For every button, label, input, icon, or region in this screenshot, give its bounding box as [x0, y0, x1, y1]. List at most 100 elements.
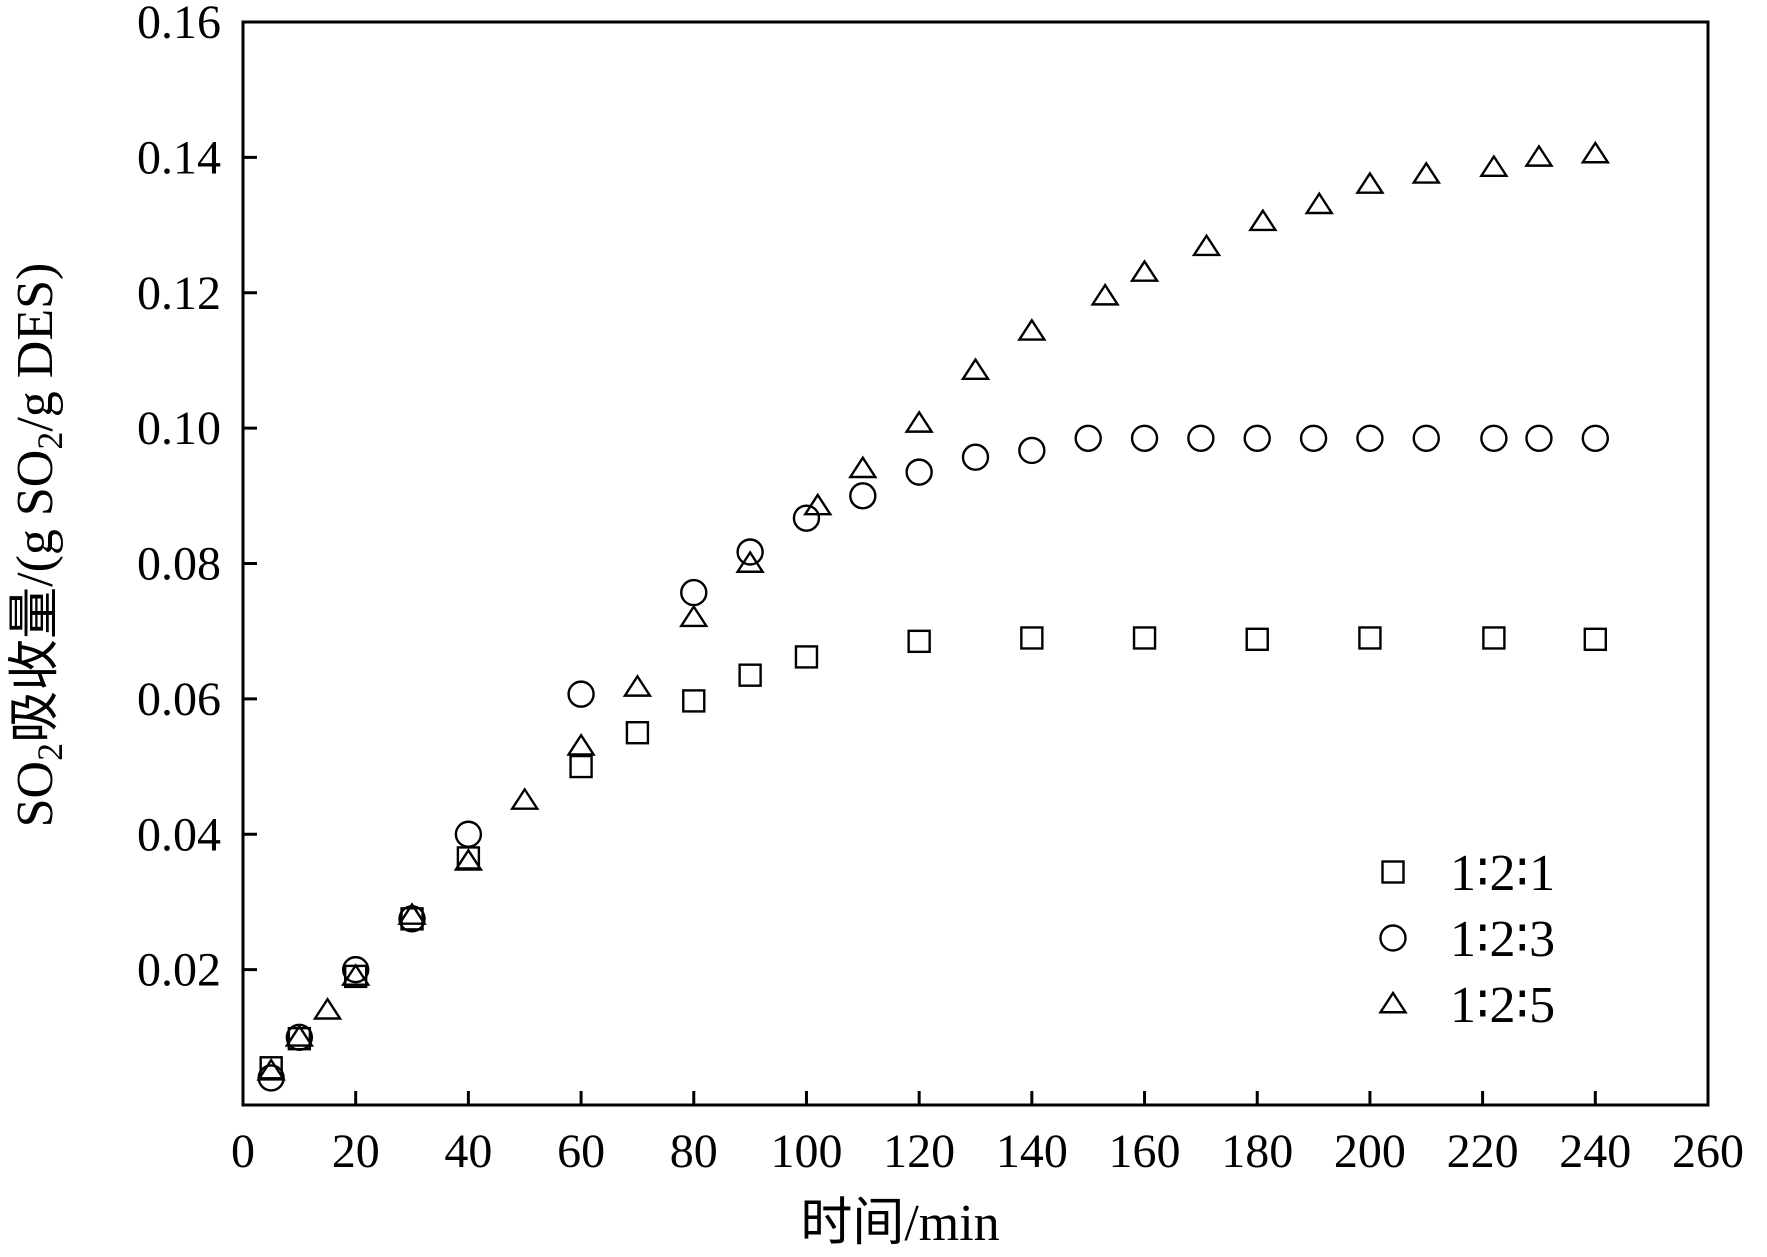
data-point [792, 504, 821, 532]
y-axis-label-subscript-2: 2 [30, 432, 70, 450]
data-point [341, 955, 370, 984]
x-tick-label: 0 [231, 1125, 255, 1178]
legend: 1∶2∶1 1∶2∶3 1∶2∶5 [1378, 845, 1555, 1034]
data-point [738, 663, 762, 687]
x-tick-label: 40 [444, 1125, 492, 1178]
data-point [340, 963, 371, 986]
data-point [1018, 436, 1046, 465]
data-point [1411, 161, 1441, 184]
legend-marker-2 [1379, 924, 1407, 952]
data-point [961, 443, 990, 471]
data-point [453, 848, 484, 871]
legend-marker-3 [1378, 990, 1408, 1014]
data-point [960, 357, 991, 381]
data-point [1074, 424, 1102, 452]
data-point [904, 410, 934, 433]
y-tick-label: 0.16 [137, 0, 221, 49]
data-point [1020, 626, 1044, 650]
y-tick-label: 0.14 [137, 131, 221, 184]
data-point [907, 629, 931, 654]
data-point [848, 455, 878, 479]
data-point [510, 787, 540, 810]
data-point [1581, 424, 1610, 452]
y-tick-label: 0.10 [137, 402, 221, 455]
data-point [682, 689, 706, 713]
data-point [569, 754, 593, 779]
x-tick-label: 160 [1109, 1125, 1181, 1178]
data-point [566, 733, 596, 756]
data-point [736, 538, 764, 566]
data-point [1090, 282, 1120, 306]
x-tick-label: 220 [1447, 1125, 1519, 1178]
data-point [849, 482, 877, 510]
x-tick-label: 120 [883, 1125, 955, 1178]
series-3 [256, 140, 1611, 1081]
data-point [1525, 424, 1553, 452]
data-point [1583, 627, 1608, 652]
y-axis-label-part-2: 吸收量/(g SO [7, 450, 64, 743]
data-point [680, 578, 708, 607]
data-point [1524, 144, 1554, 167]
y-axis-label-subscript-1: 2 [30, 743, 70, 761]
data-point [1191, 233, 1222, 257]
y-axis-label-part-3: /g DES) [7, 263, 64, 432]
data-point [400, 907, 424, 931]
y-axis-label: SO2吸收量/(g SO2/g DES) [7, 263, 70, 828]
x-tick-label: 260 [1672, 1125, 1744, 1178]
y-axis-label-part-1: SO [7, 761, 64, 827]
data-point [1017, 318, 1047, 341]
data-point [256, 1057, 286, 1081]
x-axis-label: 时间/min [800, 1195, 999, 1252]
data-markers [256, 140, 1611, 1092]
legend-label-3: 1∶2∶5 [1450, 977, 1555, 1034]
data-point [1243, 424, 1271, 452]
axes: 0 20 40 60 80 100 120 140 160 180 200 220 240 260 0.02… [137, 0, 1744, 1178]
data-point [312, 997, 343, 1020]
y-tick-label: 0.12 [137, 267, 221, 320]
x-tick-label: 20 [332, 1125, 380, 1178]
data-point [1132, 626, 1157, 650]
data-point [1299, 424, 1328, 452]
x-tick-label: 140 [996, 1125, 1068, 1178]
data-point [1248, 208, 1278, 232]
data-point [567, 680, 595, 708]
data-point [1129, 259, 1160, 282]
data-point [1356, 424, 1384, 452]
data-point [454, 820, 483, 848]
data-point [1479, 154, 1509, 177]
x-tick-label: 60 [557, 1125, 605, 1178]
x-tick-label: 80 [670, 1125, 718, 1178]
data-point [1245, 627, 1269, 652]
data-point [794, 645, 819, 669]
x-tick-label: 200 [1334, 1125, 1406, 1178]
data-point [1130, 424, 1159, 452]
x-tick-label: 180 [1221, 1125, 1293, 1178]
y-tick-label: 0.02 [137, 944, 221, 997]
data-point [284, 1024, 315, 1047]
data-point [622, 674, 653, 697]
series-2 [257, 424, 1610, 1092]
legend-marker-1 [1381, 860, 1405, 884]
data-point [735, 550, 765, 573]
data-point [1187, 424, 1215, 452]
legend-label-2: 1∶2∶3 [1450, 911, 1555, 968]
legend-label-1: 1∶2∶1 [1450, 845, 1555, 902]
data-point [625, 721, 650, 745]
x-tick-label: 240 [1559, 1125, 1631, 1178]
y-tick-label: 0.08 [137, 538, 221, 591]
data-point [1355, 171, 1385, 194]
data-point [803, 492, 833, 516]
y-tick-label: 0.06 [137, 673, 221, 726]
data-point [1480, 424, 1508, 452]
data-point [679, 604, 709, 628]
x-tick-label: 100 [770, 1125, 842, 1178]
data-point [1482, 626, 1506, 650]
data-point [905, 458, 933, 486]
y-tick-label: 0.04 [137, 808, 221, 861]
data-point [1580, 140, 1611, 164]
data-point [1412, 424, 1440, 452]
data-point [397, 902, 427, 925]
data-point [1304, 191, 1334, 215]
data-point [1358, 626, 1382, 650]
